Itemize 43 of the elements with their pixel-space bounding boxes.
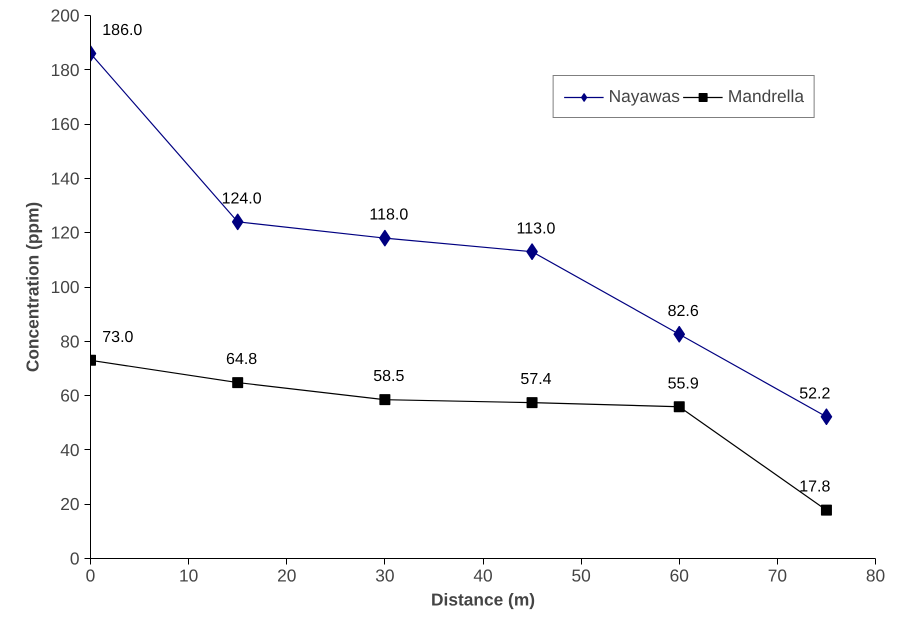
y-tick-label: 120 xyxy=(50,222,80,243)
y-tick-label: 100 xyxy=(50,277,80,297)
y-tick-label: 140 xyxy=(50,168,80,188)
data-label: 82.6 xyxy=(668,302,699,320)
point xyxy=(673,326,686,343)
y-tick-label: 20 xyxy=(60,494,80,514)
x-tick-label: 40 xyxy=(473,566,493,586)
x-tick-label: 20 xyxy=(277,566,296,586)
point xyxy=(820,504,832,516)
data-label: 186.0 xyxy=(102,22,142,40)
x-tick-label: 70 xyxy=(768,566,788,586)
y-tick-label: 80 xyxy=(60,331,80,352)
x-tick-label: 10 xyxy=(178,566,198,586)
data-label: 113.0 xyxy=(516,220,556,238)
x-tick-label: 30 xyxy=(375,566,395,586)
y-tick-label: 180 xyxy=(50,60,80,80)
data-label: 57.4 xyxy=(520,371,552,388)
y-tick-label: 160 xyxy=(50,114,80,134)
data-label: 124.0 xyxy=(222,190,262,208)
legend-label: Mandrella xyxy=(728,86,804,107)
x-tick-label: 0 xyxy=(86,566,96,586)
y-tick-label: 40 xyxy=(60,440,80,460)
y-tick-label: 0 xyxy=(70,548,80,568)
data-label: 55.9 xyxy=(668,375,699,392)
point xyxy=(674,401,685,412)
legend-label: Nayawas xyxy=(608,86,680,107)
point xyxy=(526,397,538,408)
point xyxy=(379,394,390,406)
data-label: 64.8 xyxy=(226,351,258,368)
point xyxy=(232,377,244,388)
point xyxy=(232,213,244,230)
x-tick-label: 60 xyxy=(670,566,689,586)
x-axis-title: Distance (m) xyxy=(431,590,536,610)
y-tick-label: 60 xyxy=(60,386,80,406)
data-label: 73.0 xyxy=(102,328,134,346)
y-axis-title: Concentration (ppm) xyxy=(22,202,43,372)
x-tick-label: 80 xyxy=(866,566,886,586)
data-label: 17.8 xyxy=(799,478,830,496)
x-tick-label: 50 xyxy=(571,566,591,586)
data-label: 52.2 xyxy=(799,385,830,402)
y-tick-label: 200 xyxy=(50,6,80,26)
data-label: 58.5 xyxy=(373,368,404,386)
data-label: 118.0 xyxy=(369,206,408,224)
